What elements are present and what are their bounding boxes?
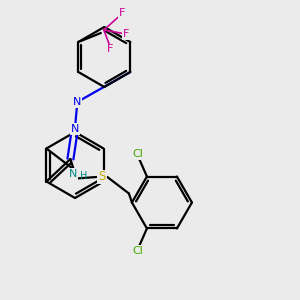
- Text: Cl: Cl: [133, 149, 143, 159]
- Text: F: F: [119, 8, 125, 19]
- Text: S: S: [98, 170, 106, 184]
- Text: N: N: [73, 97, 82, 107]
- Text: N: N: [69, 169, 78, 179]
- Text: Cl: Cl: [133, 246, 143, 256]
- Text: F: F: [107, 44, 113, 55]
- Text: N: N: [71, 124, 79, 134]
- Text: F: F: [123, 29, 130, 40]
- Text: H: H: [80, 171, 87, 182]
